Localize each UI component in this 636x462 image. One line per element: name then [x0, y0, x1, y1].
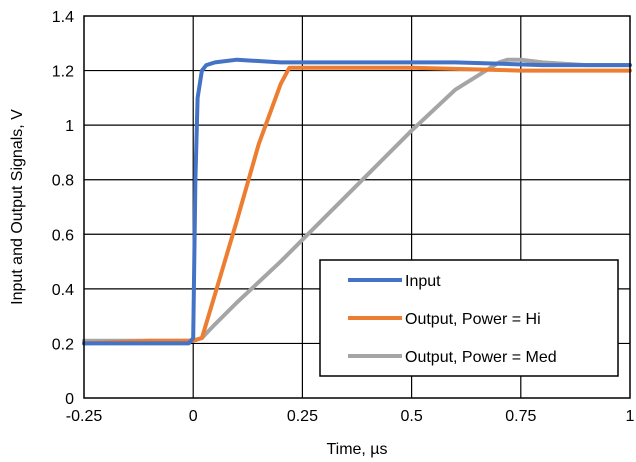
y-axis-title: Input and Output Signals, V — [9, 109, 26, 305]
legend: Input Output, Power = Hi Output, Power = M… — [319, 259, 619, 377]
legend-entry: Input — [405, 273, 441, 290]
y-tick-label: 0.6 — [52, 227, 74, 244]
x-tick-label: 0.5 — [400, 408, 422, 425]
y-tick-label: 0.2 — [52, 336, 74, 353]
series-line-3 — [82, 57, 632, 343]
legend-entry: Output, Power = Med — [405, 349, 557, 366]
y-tick-label: 0.8 — [52, 173, 74, 190]
y-tick-label: 1 — [65, 118, 74, 135]
x-tick-label: 0.25 — [287, 408, 318, 425]
x-axis-title: Time, µs — [326, 441, 387, 458]
y-tick-labels: 0 0.2 0.4 0.6 0.8 1 1.2 1.4 — [52, 9, 74, 408]
plot-area-border — [83, 15, 631, 399]
legend-entry: Output, Power = Hi — [405, 311, 541, 328]
x-tick-label: 0.75 — [505, 408, 536, 425]
y-tick-label: 1.4 — [52, 9, 74, 26]
x-tick-labels: -0.25 0 0.25 0.5 0.75 1 — [66, 408, 635, 425]
x-tick-label: 0 — [189, 408, 198, 425]
x-tick-label: 1 — [626, 408, 635, 425]
series-lines — [82, 57, 632, 346]
y-tick-label: 0 — [65, 391, 74, 408]
y-tick-label: 1.2 — [52, 64, 74, 81]
series-line-1 — [82, 57, 632, 346]
x-tick-label: -0.25 — [66, 408, 103, 425]
y-tick-label: 0.4 — [52, 282, 74, 299]
